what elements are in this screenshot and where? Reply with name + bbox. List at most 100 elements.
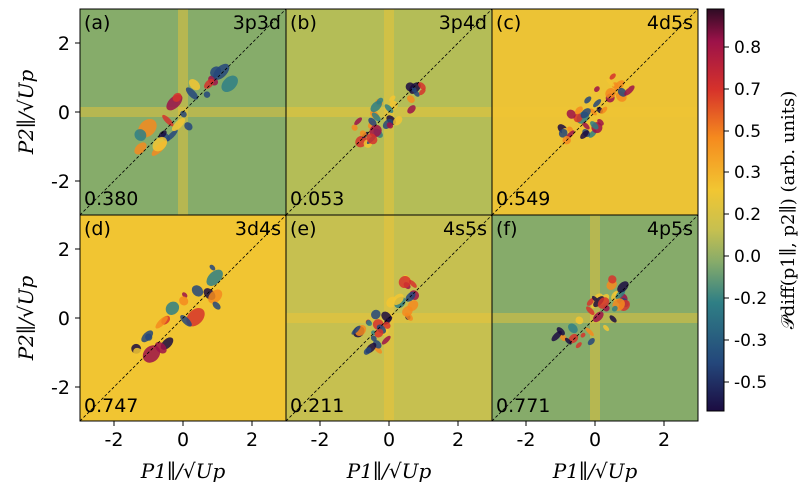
panel-state-d: 3d4s	[235, 218, 281, 240]
panel-d	[80, 215, 286, 421]
pattern-blob	[185, 87, 199, 100]
panel-value-c: 0.549	[496, 188, 550, 210]
pattern-blob	[366, 320, 373, 327]
panel-state-c: 4d5s	[647, 12, 693, 34]
pattern-blob	[368, 117, 377, 127]
diagonal-line	[80, 9, 286, 215]
pattern-blob	[407, 95, 415, 103]
pattern-blob	[381, 335, 391, 345]
pattern-blob	[609, 315, 617, 323]
panel-b	[286, 9, 492, 215]
pattern-blob	[573, 113, 583, 123]
pattern-blob	[587, 338, 595, 346]
panel-c	[492, 9, 698, 215]
pattern-blob	[141, 330, 154, 343]
pattern-blob	[351, 325, 361, 335]
panel-state-e: 4s5s	[443, 218, 487, 240]
pattern-blob	[171, 117, 186, 132]
x-tick-label: -2	[517, 429, 536, 451]
colorbar-tick-label: -0.5	[734, 373, 767, 393]
colorbar-tick-label: 0.8	[734, 38, 761, 58]
pattern-blob	[209, 264, 216, 271]
pattern-blob	[585, 327, 594, 336]
pattern-blob	[371, 112, 381, 122]
pattern-blob	[597, 297, 610, 309]
diagonal-line	[80, 215, 286, 421]
y-axis-label: P2∥/√Up	[14, 70, 38, 156]
pattern-blob	[180, 110, 187, 118]
pattern-blob	[566, 109, 576, 119]
x-tick-label: -2	[105, 429, 124, 451]
pattern-blob	[186, 308, 205, 327]
panel-id-b: (b)	[290, 12, 317, 34]
pattern-blob	[600, 106, 608, 114]
pattern-blob	[582, 122, 590, 130]
colorbar-tick-label: 0.0	[734, 247, 761, 267]
y-tick-label: 0	[58, 308, 70, 330]
pattern-blob	[162, 114, 174, 127]
colorbar-tick-label: -0.2	[734, 289, 767, 309]
y-tick-label: -2	[51, 171, 70, 193]
y-tick-label: 0	[58, 102, 70, 124]
pattern-blob	[351, 124, 358, 131]
panel-state-f: 4p5s	[647, 218, 693, 240]
colorbar-tick-label: 0.5	[734, 122, 761, 142]
panel-id-f: (f)	[496, 218, 518, 240]
pattern-blob	[158, 130, 167, 139]
pattern-blob	[363, 347, 372, 355]
diagonal-line	[286, 9, 492, 215]
pattern-blob	[386, 122, 394, 129]
pattern-blob	[556, 327, 565, 336]
pattern-blob	[182, 292, 188, 298]
pattern-blob	[407, 105, 416, 114]
pattern-blob	[605, 87, 616, 99]
pattern-blob	[354, 117, 363, 126]
pattern-blob	[606, 78, 615, 87]
pattern-blob	[575, 316, 584, 325]
pattern-blob	[623, 82, 630, 90]
pattern-blob	[137, 337, 148, 348]
pattern-blob	[408, 279, 417, 288]
pattern-blob	[402, 306, 413, 317]
pattern-blob	[155, 316, 168, 329]
pattern-blob	[134, 129, 147, 141]
pattern-blob	[393, 116, 403, 126]
panel-value-d: 0.747	[84, 395, 138, 417]
pattern-blob	[411, 87, 417, 93]
pattern-blob	[366, 133, 378, 145]
x-tick-label: -2	[311, 429, 330, 451]
colorbar-tick-label: 0.7	[734, 80, 761, 100]
pattern-blob	[389, 95, 396, 102]
pattern-blob	[221, 75, 238, 93]
panel-id-e: (e)	[290, 218, 317, 240]
pattern-blob	[188, 78, 201, 91]
colorbar-bar	[706, 8, 725, 412]
diagonal-line	[492, 215, 698, 421]
pattern-blob	[586, 297, 595, 306]
pattern-blob	[609, 73, 616, 80]
pattern-blob	[603, 324, 610, 332]
pattern-blob	[384, 104, 394, 113]
pattern-blob	[376, 97, 384, 105]
pattern-blob	[203, 91, 211, 98]
pattern-blob	[584, 96, 592, 104]
panel-value-f: 0.771	[496, 395, 550, 417]
x-tick-label: 2	[658, 429, 670, 451]
pattern-blob	[213, 63, 230, 80]
pattern-blob	[392, 293, 404, 306]
pattern-blob	[586, 306, 595, 315]
x-tick-label: 2	[246, 429, 258, 451]
colorbar-ticks	[724, 46, 729, 383]
pattern-blob	[359, 130, 367, 138]
pattern-blob	[589, 108, 597, 116]
x-axis-label: P1∥/√Up	[552, 459, 638, 483]
pattern-blob	[204, 78, 214, 89]
pattern-blob	[398, 275, 411, 289]
panel-a	[80, 9, 286, 215]
pattern-blob	[624, 85, 635, 96]
pattern-blob	[212, 301, 221, 310]
colorbar: 0.8 0.7 0.5 0.3 0.2 0.0 -0.2 -0.3 -0.5 𝒫…	[706, 8, 799, 412]
pattern-blob	[580, 332, 586, 338]
pattern-blob	[568, 333, 579, 344]
